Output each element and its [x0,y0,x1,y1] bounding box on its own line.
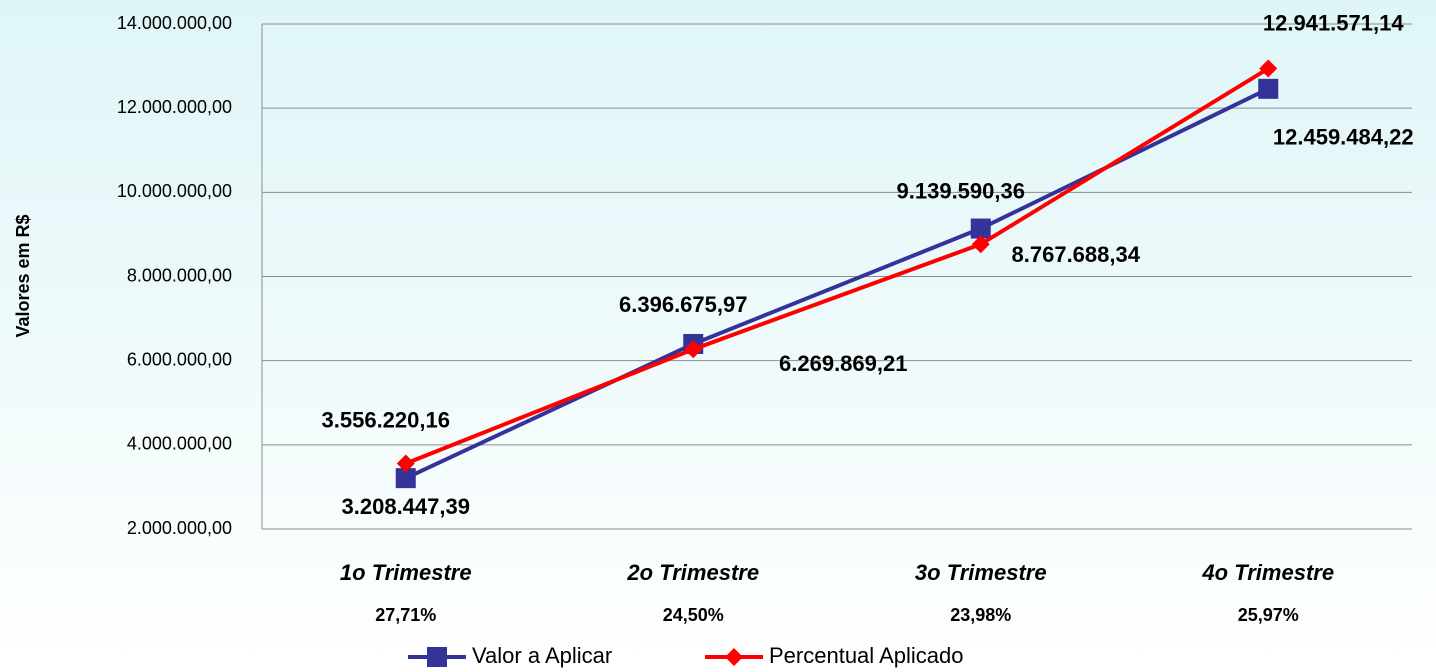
x-tick-label: 1o Trimestre [340,560,472,585]
legend-label: Valor a Aplicar [472,643,612,668]
data-label: 3.208.447,39 [342,494,470,519]
category-note: 23,98% [950,605,1011,625]
data-label: 12.941.571,14 [1263,10,1404,35]
data-label: 8.767.688,34 [1012,242,1141,267]
category-note: 25,97% [1238,605,1299,625]
y-tick-label: 8.000.000,00 [127,265,232,285]
y-tick-label: 14.000.000,00 [117,13,232,33]
x-tick-label: 3o Trimestre [915,560,1047,585]
point-marker [396,454,415,473]
point-marker [1259,59,1278,78]
y-tick-label: 12.000.000,00 [117,97,232,117]
x-tick-label: 2o Trimestre [626,560,759,585]
legend-marker [725,648,743,666]
legend-marker [427,647,447,667]
point-marker [970,218,991,239]
data-label: 6.269.869,21 [779,351,907,376]
legend-label: Percentual Aplicado [769,643,963,668]
y-axis-label: Valores em R$ [13,214,33,337]
data-label: 6.396.675,97 [619,292,747,317]
point-marker [395,468,416,489]
y-tick-label: 6.000.000,00 [127,349,232,369]
category-note: 27,71% [375,605,436,625]
point-marker [971,235,990,254]
point-marker [1258,78,1279,99]
x-tick-label: 4o Trimestre [1201,560,1334,585]
point-marker [684,340,703,359]
y-tick-label: 2.000.000,00 [127,518,232,538]
data-label: 3.556.220,16 [322,407,450,432]
data-label: 9.139.590,36 [897,178,1025,203]
y-tick-label: 4.000.000,00 [127,434,232,454]
category-note: 24,50% [663,605,724,625]
data-label: 12.459.484,22 [1273,125,1414,150]
y-tick-label: 10.000.000,00 [117,181,232,201]
series-line [405,66,1270,466]
